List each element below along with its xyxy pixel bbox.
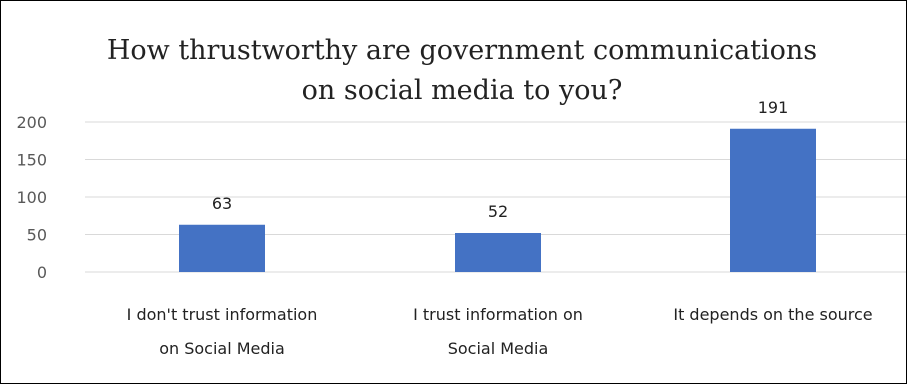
category-label-2: I trust information on Social Media	[413, 305, 583, 358]
y-tick-label-0: 0	[37, 263, 47, 282]
data-label-3: 191	[758, 98, 789, 117]
data-label-2: 52	[488, 202, 508, 221]
chart-title-line-1: How thrustworthy are government communic…	[107, 35, 817, 66]
bar-3	[730, 128, 816, 272]
chart-title: How thrustworthy are government communic…	[107, 35, 817, 106]
bars	[179, 128, 816, 272]
data-labels: 63 52 191	[212, 98, 788, 221]
category-label-3: It depends on the source	[673, 305, 872, 324]
bar-1	[179, 224, 265, 272]
category-labels: I don't trust information on Social Media…	[127, 305, 873, 358]
y-tick-label-150: 150	[16, 151, 47, 170]
y-axis-ticks: 0 50 100 150 200	[16, 113, 47, 282]
category-label-1: I don't trust information on Social Media	[127, 305, 318, 358]
data-label-1: 63	[212, 194, 232, 213]
chart-title-line-2: on social media to you?	[302, 75, 623, 106]
y-tick-label-100: 100	[16, 188, 47, 207]
y-tick-label-200: 200	[16, 113, 47, 132]
bar-2	[455, 233, 541, 272]
y-tick-label-50: 50	[27, 226, 47, 245]
